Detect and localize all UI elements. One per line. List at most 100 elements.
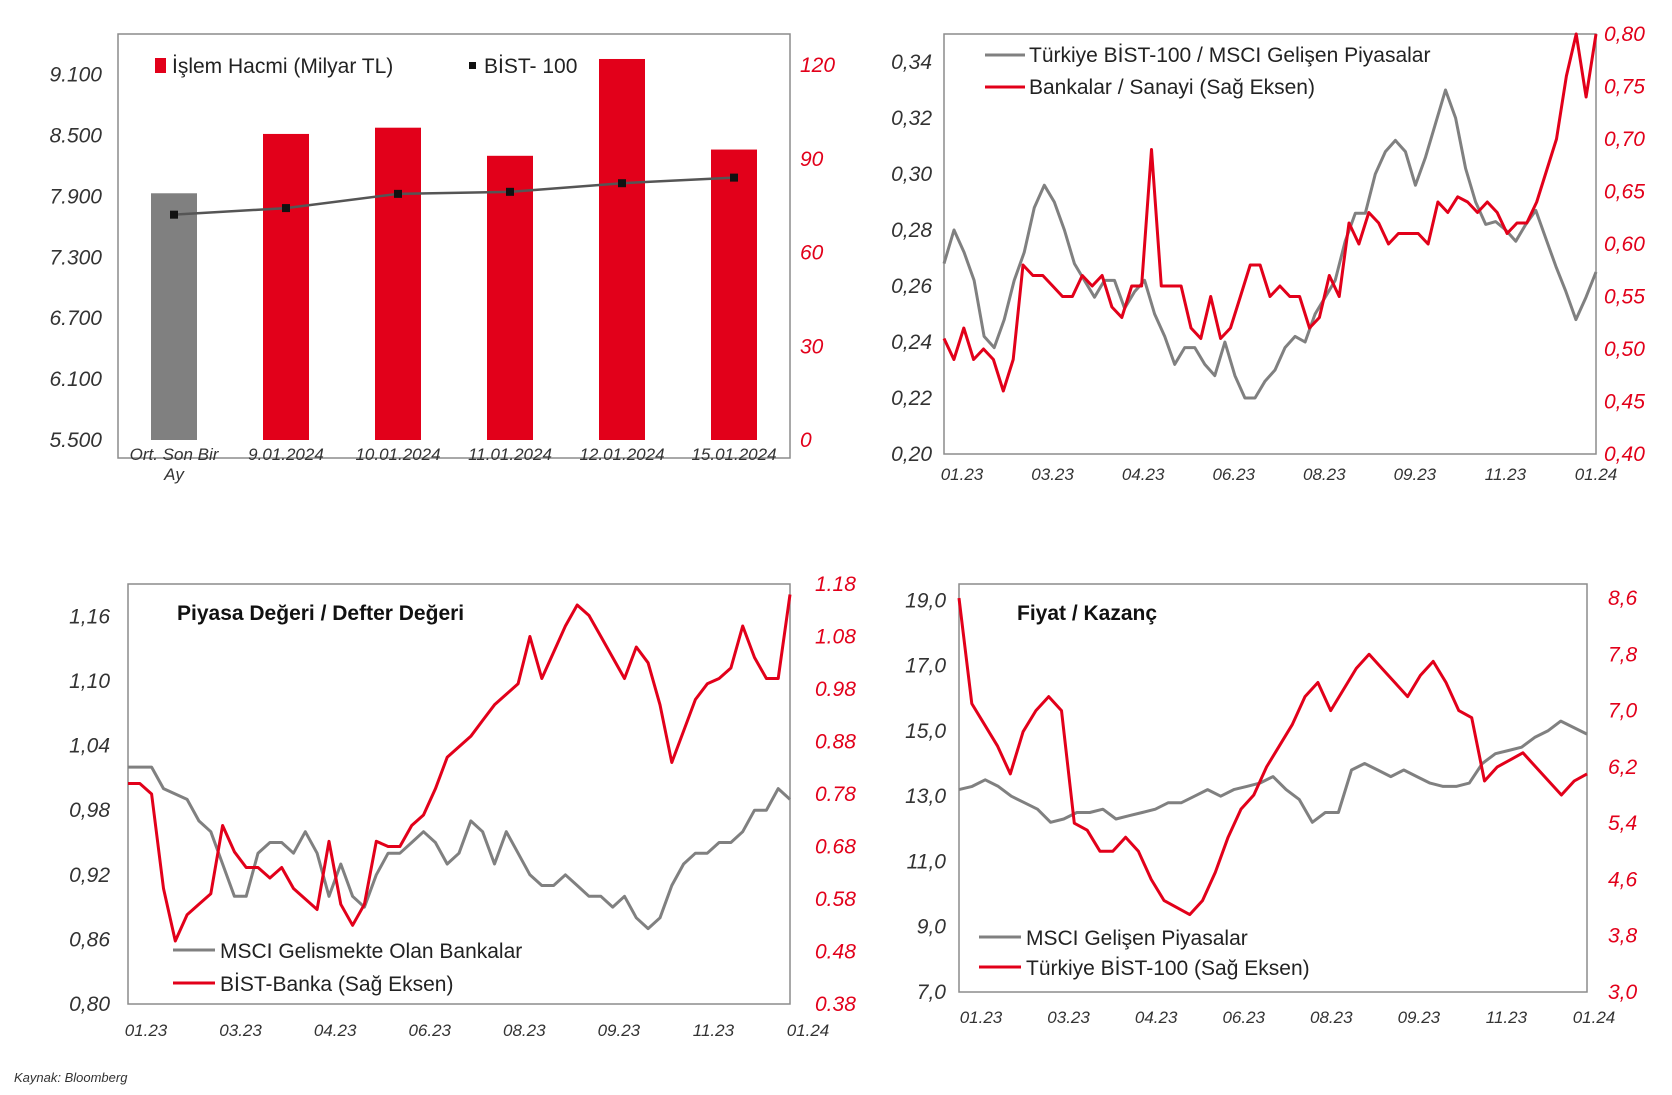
y-tick-right-label: 60 xyxy=(800,242,824,265)
series-line-right xyxy=(128,594,792,943)
msci-ratio-chart-marks: 0,34 0,32 0,30 0,28 0,26 0,24 0,22 0,20 0,80 0,75… xyxy=(891,23,1645,484)
x-tick-label: 08.23 xyxy=(503,1021,546,1040)
volume-bar xyxy=(711,149,757,441)
y-tick-right-label: 0,55 xyxy=(1604,286,1645,309)
volume-bar xyxy=(375,127,421,440)
x-tick-label: 9.01.2024 xyxy=(248,445,324,464)
y-tick-right-label: 90 xyxy=(800,148,824,171)
y-tick-right-label: 0.58 xyxy=(815,888,856,911)
volume-chart-marks: 9.100 8.500 7.900 7.300 6.700 6.100 5.500 120 90… xyxy=(49,54,835,484)
y-tick-left-label: 0,24 xyxy=(891,331,932,354)
x-tick-label: 04.23 xyxy=(1122,465,1165,484)
bist100-line xyxy=(173,176,735,216)
y-tick-left-label: 9,0 xyxy=(917,916,947,939)
x-tick-label: 03.23 xyxy=(1047,1008,1090,1027)
legend-label-msci-banks: MSCI Gelismekte Olan Bankalar xyxy=(220,940,522,963)
x-tick-label: 11.23 xyxy=(1485,465,1527,484)
y-tick-right-label: 6,2 xyxy=(1608,756,1638,779)
x-tick-label: 11.23 xyxy=(1486,1008,1528,1027)
x-tick-label: 01.24 xyxy=(1573,1008,1616,1027)
y-tick-left-label: 0,92 xyxy=(69,864,110,887)
legend-label-bist100: BİST- 100 xyxy=(484,55,577,78)
volume-bar xyxy=(151,193,197,440)
y-tick-right-label: 0.98 xyxy=(815,678,856,701)
x-tick-label: 06.23 xyxy=(1222,1008,1265,1027)
y-tick-left-label: 7.900 xyxy=(49,185,102,208)
x-tick-label: 11.23 xyxy=(693,1021,735,1040)
volume-bar xyxy=(599,58,645,440)
legend-label-banks-industry: Bankalar / Sanayi (Sağ Eksen) xyxy=(1029,76,1315,99)
y-tick-right-label: 8,6 xyxy=(1608,587,1638,610)
x-tick-label: Ort. Son Bir Ay xyxy=(130,445,220,484)
y-tick-left-label: 1,04 xyxy=(69,735,110,758)
source-note: Kaynak: Bloomberg xyxy=(14,1070,128,1085)
y-tick-left-label: 15,0 xyxy=(905,720,946,743)
x-tick-label: 08.23 xyxy=(1303,465,1346,484)
y-tick-right-label: 0,65 xyxy=(1604,181,1645,204)
y-tick-left-label: 0,22 xyxy=(891,387,932,410)
volume-bar xyxy=(487,155,533,441)
y-tick-right-label: 0,45 xyxy=(1604,391,1645,414)
x-tick-label: 09.23 xyxy=(598,1021,641,1040)
x-tick-label: 01.23 xyxy=(941,465,984,484)
legend-swatch-volume xyxy=(155,58,166,73)
x-tick-label: 15.01.2024 xyxy=(691,445,776,464)
y-tick-right-label: 0,60 xyxy=(1604,233,1645,256)
y-tick-right-label: 0,40 xyxy=(1604,443,1645,466)
y-tick-right-label: 1.18 xyxy=(815,573,856,596)
x-tick-label: 09.23 xyxy=(1394,465,1437,484)
y-tick-left-label: 0,32 xyxy=(891,107,932,130)
x-tick-label: 01.23 xyxy=(960,1008,1003,1027)
bist100-point xyxy=(618,179,626,188)
y-tick-right-label: 0,70 xyxy=(1604,128,1645,151)
y-tick-right-label: 0,80 xyxy=(1604,23,1645,46)
volume-chart-legend: İşlem Hacmi (Milyar TL) BİST- 100 xyxy=(155,55,577,78)
pb-chart-marks: 1,16 1,10 1,04 0,98 0,92 0,86 0,80 1.18 1.08 0.98… xyxy=(69,573,856,1040)
y-tick-left-label: 0,28 xyxy=(891,219,932,242)
y-tick-right-label: 0.38 xyxy=(815,993,856,1016)
legend-label-bist-msci: Türkiye BİST-100 / MSCI Gelişen Piyasala… xyxy=(1029,44,1430,67)
msci-ratio-chart-frame xyxy=(943,33,1597,455)
y-tick-right-label: 30 xyxy=(800,335,824,358)
x-tick-label: 01.24 xyxy=(1575,465,1618,484)
x-tick-label: 12.01.2024 xyxy=(579,445,664,464)
volume-chart-panel: 9.100 8.500 7.900 7.300 6.700 6.100 5.500 120 90… xyxy=(49,33,835,484)
series-line-right xyxy=(942,32,1598,393)
pe-chart-marks: 19,0 17,0 15,0 13,0 11,0 9,0 7,0 8,6 7,8 7,0 6,2 5,… xyxy=(905,587,1637,1027)
x-tick-label: 04.23 xyxy=(314,1021,357,1040)
y-tick-left-label: 11,0 xyxy=(907,850,947,873)
volume-bar xyxy=(263,133,309,440)
y-tick-left-label: 7,0 xyxy=(917,981,947,1004)
bist100-point xyxy=(282,204,290,213)
y-tick-right-label: 7,8 xyxy=(1608,643,1638,666)
y-tick-left-label: 19,0 xyxy=(905,589,946,612)
pb-chart-legend: MSCI Gelismekte Olan Bankalar BİST-Banka… xyxy=(173,940,522,996)
x-tick-label: 01.24 xyxy=(787,1021,830,1040)
y-tick-left-label: 17,0 xyxy=(905,655,946,678)
bist100-point xyxy=(170,210,178,219)
y-tick-left-label: 0,34 xyxy=(891,51,932,74)
pb-chart-title: Piyasa Değeri / Defter Değeri xyxy=(177,602,464,625)
y-tick-left-label: 8.500 xyxy=(49,125,102,148)
y-tick-left-label: 6.100 xyxy=(49,368,102,391)
legend-label-bist-bank: BİST-Banka (Sağ Eksen) xyxy=(220,973,453,996)
x-tick-label: 01.23 xyxy=(125,1021,168,1040)
pb-chart-frame xyxy=(127,583,791,1005)
y-tick-left-label: 0,26 xyxy=(891,275,932,298)
legend-swatch-bist100 xyxy=(469,62,476,69)
x-tick-label: 06.23 xyxy=(408,1021,451,1040)
bist100-point xyxy=(394,189,402,198)
y-tick-left-label: 7.300 xyxy=(49,246,102,269)
pe-chart-title: Fiyat / Kazanç xyxy=(1017,602,1157,625)
x-tick-label: 04.23 xyxy=(1135,1008,1178,1027)
series-line-left xyxy=(128,765,792,931)
x-tick-label: 06.23 xyxy=(1212,465,1255,484)
y-tick-right-label: 5,4 xyxy=(1608,812,1637,835)
legend-label-bist100-pe: Türkiye BİST-100 (Sağ Eksen) xyxy=(1026,957,1310,980)
y-tick-left-label: 9.100 xyxy=(49,64,102,87)
pe-chart-legend: MSCI Gelişen Piyasalar Türkiye BİST-100 … xyxy=(979,927,1310,980)
y-tick-left-label: 0,20 xyxy=(891,443,932,466)
y-tick-right-label: 0,50 xyxy=(1604,338,1645,361)
msci-ratio-chart-panel: 0,34 0,32 0,30 0,28 0,26 0,24 0,22 0,20 0,80 0,75… xyxy=(891,23,1645,484)
